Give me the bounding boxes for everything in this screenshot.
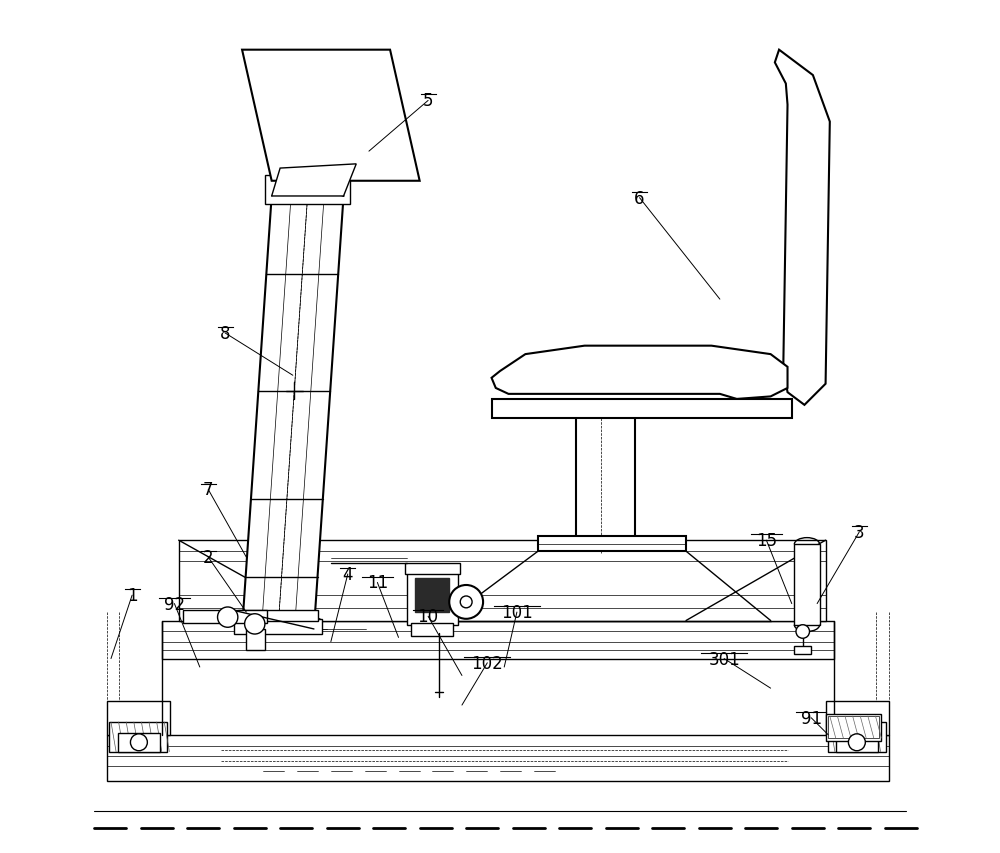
Bar [238, 611, 318, 621]
Text: 2: 2 [203, 548, 214, 566]
Bar [118, 733, 160, 751]
Bar [246, 630, 265, 650]
Polygon shape [775, 50, 830, 405]
Bar [265, 176, 350, 206]
Text: 7: 7 [203, 481, 213, 499]
Circle shape [848, 734, 865, 751]
Circle shape [245, 614, 265, 635]
Circle shape [130, 734, 147, 751]
Bar [828, 717, 879, 738]
Bar [826, 714, 881, 740]
Circle shape [796, 625, 810, 639]
Text: 3: 3 [854, 523, 865, 541]
Bar [183, 611, 267, 624]
Polygon shape [162, 621, 834, 659]
Bar [538, 537, 686, 552]
Text: 1: 1 [127, 587, 137, 605]
Text: 11: 11 [367, 574, 388, 592]
Circle shape [218, 607, 238, 628]
Polygon shape [492, 346, 788, 399]
Text: 15: 15 [756, 531, 777, 549]
Text: 92: 92 [164, 595, 185, 612]
Polygon shape [242, 197, 344, 630]
Bar [794, 646, 811, 654]
Text: 5: 5 [423, 92, 433, 110]
Bar [107, 701, 170, 734]
Text: 101: 101 [501, 603, 533, 621]
Polygon shape [272, 165, 356, 197]
Bar [826, 701, 889, 734]
Circle shape [460, 596, 472, 608]
Bar [828, 722, 886, 751]
Bar [407, 570, 458, 625]
Text: 6: 6 [634, 189, 645, 207]
Bar [107, 734, 889, 781]
Text: 8: 8 [220, 325, 230, 343]
Polygon shape [242, 50, 420, 182]
Text: 10: 10 [418, 607, 439, 625]
Text: 301: 301 [708, 650, 740, 668]
Text: 102: 102 [471, 654, 503, 672]
Bar [109, 722, 167, 751]
Bar [411, 624, 453, 636]
Bar [415, 578, 449, 612]
Bar [836, 733, 878, 751]
Text: 91: 91 [801, 709, 822, 727]
Bar [234, 619, 322, 635]
Bar [794, 545, 820, 625]
Bar [492, 399, 792, 418]
Circle shape [449, 585, 483, 619]
Text: 4: 4 [343, 566, 353, 583]
Bar [405, 563, 460, 574]
Polygon shape [179, 541, 826, 621]
